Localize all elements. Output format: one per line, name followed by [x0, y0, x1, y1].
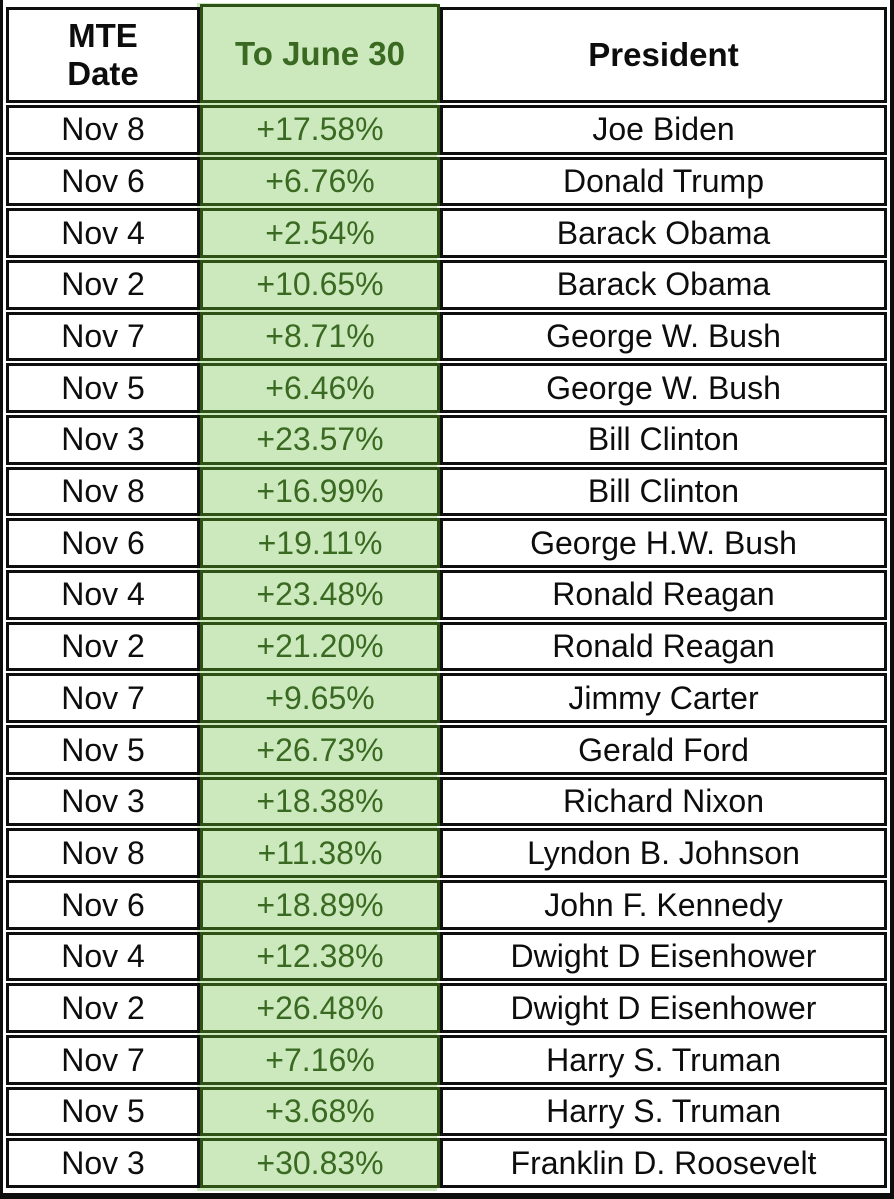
- cell-to-june-30: +10.65%: [200, 260, 440, 310]
- cell-president: Joe Biden: [440, 105, 887, 155]
- cell-to-june-30: +21.20%: [200, 621, 440, 672]
- table-row: Nov 8 +11.38% Lyndon B. Johnson: [6, 828, 887, 879]
- cell-to-june-30: +8.71%: [200, 311, 440, 362]
- header-to-june-30: To June 30: [200, 4, 440, 103]
- table-row: Nov 5 +26.73% Gerald Ford: [6, 725, 887, 775]
- cell-to-june-30: +12.38%: [200, 931, 440, 982]
- cell-mte-date: Nov 3: [6, 776, 200, 827]
- table-row: Nov 7 +8.71% George W. Bush: [6, 311, 887, 362]
- header-president: President: [440, 7, 887, 103]
- cell-mte-date: Nov 3: [6, 1138, 200, 1189]
- table-row: Nov 4 +23.48% Ronald Reagan: [6, 570, 887, 620]
- cell-president: Ronald Reagan: [440, 621, 887, 672]
- cell-president: Bill Clinton: [440, 415, 887, 465]
- cell-mte-date: Nov 8: [6, 105, 200, 155]
- cell-president: Dwight D Eisenhower: [440, 983, 887, 1034]
- table-row: Nov 6 +19.11% George H.W. Bush: [6, 518, 887, 569]
- table-row: Nov 4 +12.38% Dwight D Eisenhower: [6, 931, 887, 982]
- table-row: Nov 2 +10.65% Barack Obama: [6, 260, 887, 310]
- cell-mte-date: Nov 5: [6, 725, 200, 775]
- cell-president: Richard Nixon: [440, 776, 887, 827]
- cell-president: Ronald Reagan: [440, 570, 887, 620]
- cell-president: Barack Obama: [440, 208, 887, 259]
- cell-to-june-30: +30.83%: [200, 1138, 440, 1189]
- cell-to-june-30: +23.48%: [200, 570, 440, 620]
- cell-president: Jimmy Carter: [440, 673, 887, 724]
- table-row: Nov 7 +7.16% Harry S. Truman: [6, 1035, 887, 1085]
- table-row: Nov 6 +6.76% Donald Trump: [6, 156, 887, 207]
- cell-to-june-30: +18.38%: [200, 776, 440, 827]
- cell-president: Dwight D Eisenhower: [440, 931, 887, 982]
- table-row: Nov 2 +21.20% Ronald Reagan: [6, 621, 887, 672]
- cell-president: Lyndon B. Johnson: [440, 828, 887, 879]
- cell-president: George W. Bush: [440, 311, 887, 362]
- table-row: Nov 6 +18.89% John F. Kennedy: [6, 880, 887, 930]
- cell-mte-date: Nov 4: [6, 931, 200, 982]
- cell-to-june-30: +26.48%: [200, 983, 440, 1034]
- cell-mte-date: Nov 7: [6, 1035, 200, 1085]
- table-header-row: MTE Date To June 30 President: [6, 4, 887, 103]
- cell-president: Franklin D. Roosevelt: [440, 1138, 887, 1189]
- cell-to-june-30: +3.68%: [200, 1086, 440, 1137]
- cell-president: Barack Obama: [440, 260, 887, 310]
- cell-mte-date: Nov 8: [6, 466, 200, 517]
- cell-to-june-30: +6.76%: [200, 156, 440, 207]
- table-row: Nov 5 +3.68% Harry S. Truman: [6, 1086, 887, 1137]
- cell-mte-date: Nov 8: [6, 828, 200, 879]
- cell-mte-date: Nov 6: [6, 518, 200, 569]
- cell-mte-date: Nov 2: [6, 260, 200, 310]
- cell-president: Donald Trump: [440, 156, 887, 207]
- cell-mte-date: Nov 5: [6, 363, 200, 414]
- cell-mte-date: Nov 7: [6, 673, 200, 724]
- cell-to-june-30: +16.99%: [200, 466, 440, 517]
- cell-mte-date: Nov 6: [6, 880, 200, 930]
- cell-president: John F. Kennedy: [440, 880, 887, 930]
- cell-president: George W. Bush: [440, 363, 887, 414]
- cell-mte-date: Nov 5: [6, 1086, 200, 1137]
- cell-to-june-30: +26.73%: [200, 725, 440, 775]
- cell-mte-date: Nov 3: [6, 415, 200, 465]
- cell-president: Harry S. Truman: [440, 1086, 887, 1137]
- cell-to-june-30: +9.65%: [200, 673, 440, 724]
- cell-president: Gerald Ford: [440, 725, 887, 775]
- cell-mte-date: Nov 4: [6, 208, 200, 259]
- table-row: Nov 3 +18.38% Richard Nixon: [6, 776, 887, 827]
- cell-to-june-30: +2.54%: [200, 208, 440, 259]
- cell-mte-date: Nov 2: [6, 621, 200, 672]
- cell-to-june-30: +23.57%: [200, 415, 440, 465]
- header-mte-date: MTE Date: [6, 7, 200, 103]
- cell-to-june-30: +18.89%: [200, 880, 440, 930]
- cell-mte-date: Nov 7: [6, 311, 200, 362]
- table-row: Nov 8 +16.99% Bill Clinton: [6, 466, 887, 517]
- table-row: Nov 7 +9.65% Jimmy Carter: [6, 673, 887, 724]
- cell-to-june-30: +6.46%: [200, 363, 440, 414]
- cell-to-june-30: +19.11%: [200, 518, 440, 569]
- table-row: Nov 3 +23.57% Bill Clinton: [6, 415, 887, 465]
- cell-president: Harry S. Truman: [440, 1035, 887, 1085]
- cell-to-june-30: +7.16%: [200, 1035, 440, 1085]
- table-row: Nov 5 +6.46% George W. Bush: [6, 363, 887, 414]
- cell-mte-date: Nov 6: [6, 156, 200, 207]
- cell-president: George H.W. Bush: [440, 518, 887, 569]
- cell-to-june-30: +17.58%: [200, 105, 440, 155]
- table: MTE Date To June 30 President Nov 8 +17.5…: [6, 4, 887, 1189]
- table-row: Nov 2 +26.48% Dwight D Eisenhower: [6, 983, 887, 1034]
- table-row: Nov 8 +17.58% Joe Biden: [6, 105, 887, 155]
- cell-to-june-30: +11.38%: [200, 828, 440, 879]
- cell-president: Bill Clinton: [440, 466, 887, 517]
- table-row: Nov 3 +30.83% Franklin D. Roosevelt: [6, 1138, 887, 1189]
- cell-mte-date: Nov 2: [6, 983, 200, 1034]
- table-row: Nov 4 +2.54% Barack Obama: [6, 208, 887, 259]
- cell-mte-date: Nov 4: [6, 570, 200, 620]
